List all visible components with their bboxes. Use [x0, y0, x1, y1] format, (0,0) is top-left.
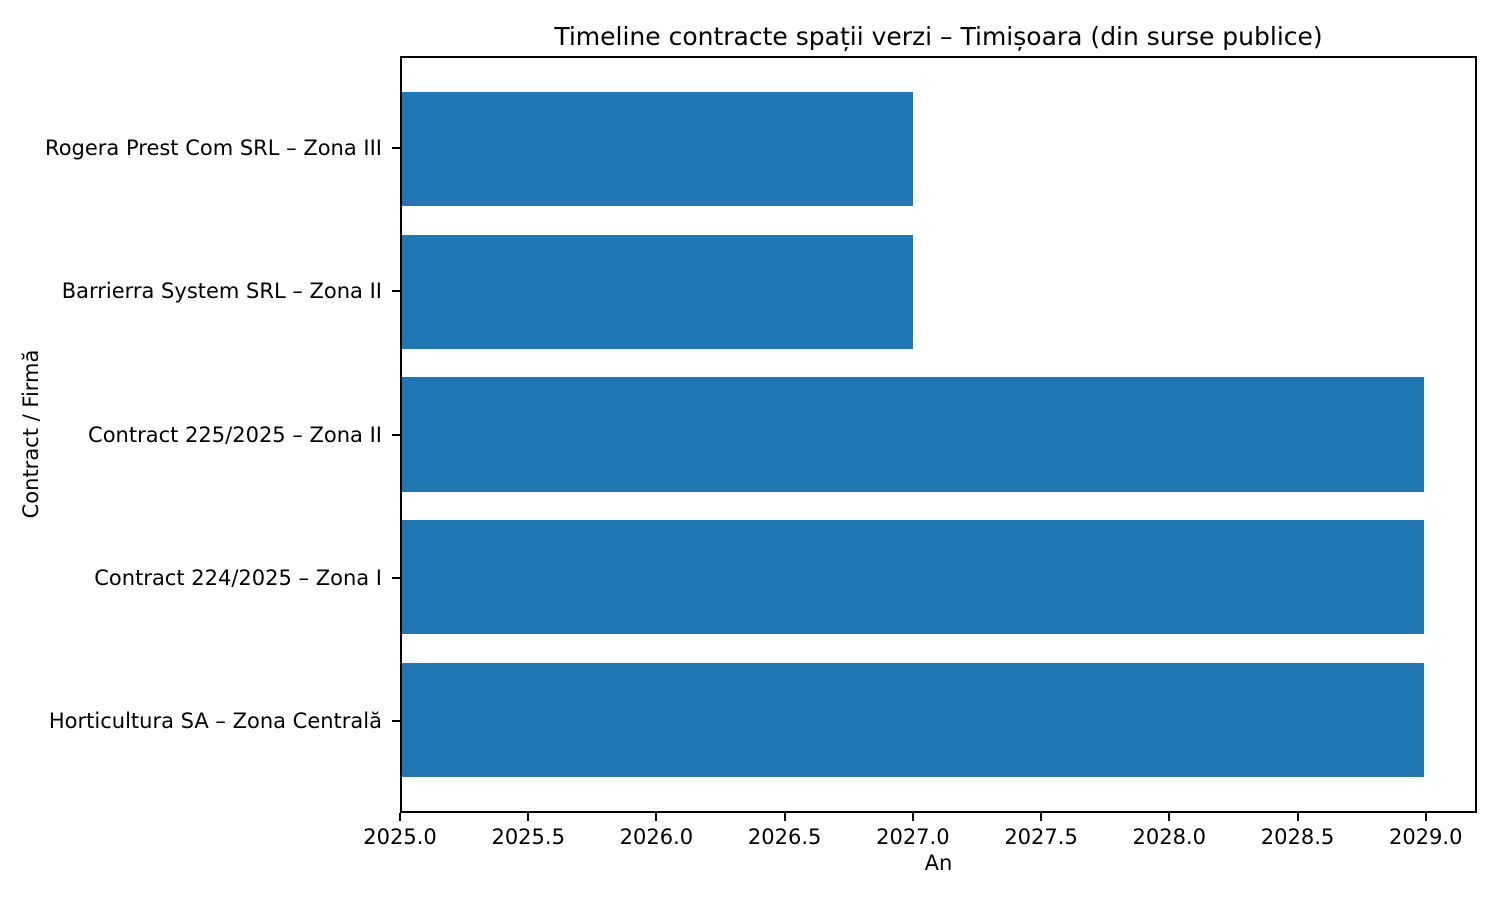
x-tick-mark-4: [911, 813, 914, 821]
bar-3: [402, 520, 1424, 635]
y-tick-mark-1: [392, 290, 400, 293]
y-tick-label-4: Horticultura SA – Zona Centrală: [48, 709, 382, 734]
x-tick-mark-7: [1296, 813, 1299, 821]
plot-area: [400, 56, 1477, 813]
x-axis-label: An: [924, 851, 953, 875]
y-tick-label-1: Barrierra System SRL – Zona II: [61, 279, 382, 304]
x-tick-label-6: 2028.0: [1132, 825, 1207, 849]
bar-1: [402, 234, 913, 349]
y-tick-mark-2: [392, 433, 400, 436]
x-tick-mark-8: [1424, 813, 1427, 821]
x-tick-mark-3: [783, 813, 786, 821]
x-tick-mark-0: [399, 813, 401, 821]
y-tick-label-2: Contract 225/2025 – Zona II: [88, 422, 382, 447]
bar-0: [402, 92, 913, 207]
x-tick-label-4: 2027.0: [876, 825, 950, 849]
x-tick-mark-5: [1040, 813, 1043, 821]
y-tick-mark-4: [392, 720, 400, 723]
x-tick-label-2: 2026.0: [619, 825, 694, 849]
y-tick-label-0: Rogera Prest Com SRL – Zona III: [45, 135, 382, 160]
x-tick-mark-1: [527, 813, 530, 821]
x-tick-label-7: 2028.5: [1260, 825, 1335, 849]
x-tick-label-0: 2025.0: [363, 825, 437, 849]
bar-4: [402, 662, 1424, 777]
bar-2: [402, 377, 1424, 492]
x-tick-label-8: 2029.0: [1388, 825, 1463, 849]
x-tick-label-1: 2025.5: [491, 825, 565, 849]
x-tick-mark-6: [1168, 813, 1171, 821]
chart-title: Timeline contracte spații verzi – Timișo…: [554, 22, 1323, 51]
x-tick-mark-2: [655, 813, 658, 821]
x-tick-label-5: 2027.5: [1004, 825, 1078, 849]
y-tick-mark-3: [392, 576, 400, 579]
y-tick-label-3: Contract 224/2025 – Zona I: [94, 565, 382, 590]
x-axis: 2025.0 2025.5 2026.0 2026.5 2027.0 2027.5 2028…: [363, 813, 1477, 863]
y-axis: Rogera Prest Com SRL – Zona III Barrierra…: [0, 56, 400, 813]
y-tick-mark-0: [392, 146, 400, 149]
x-tick-label-3: 2026.5: [747, 825, 822, 849]
